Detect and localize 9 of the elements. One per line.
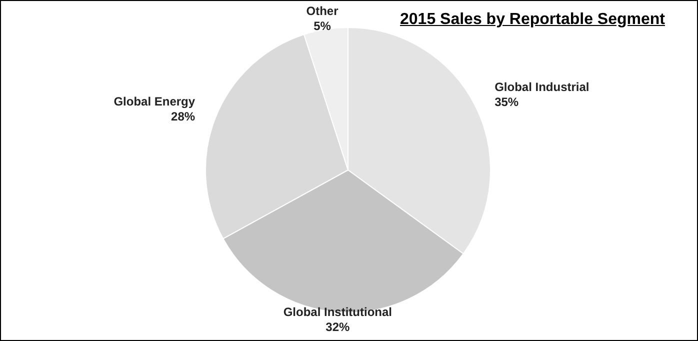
slice-label: Global Energy [114, 94, 196, 108]
slice-label: Other [306, 4, 339, 18]
data-label: 28% [171, 109, 196, 124]
data-label: 35% [494, 95, 519, 110]
slice-label: Global Industrial [494, 80, 590, 94]
data-label: 32% [326, 320, 350, 334]
data-label: 5% [314, 18, 332, 33]
chart-title: 2015 Sales by Reportable Segment [400, 11, 665, 29]
slice-label: Global Institutional [283, 304, 392, 319]
